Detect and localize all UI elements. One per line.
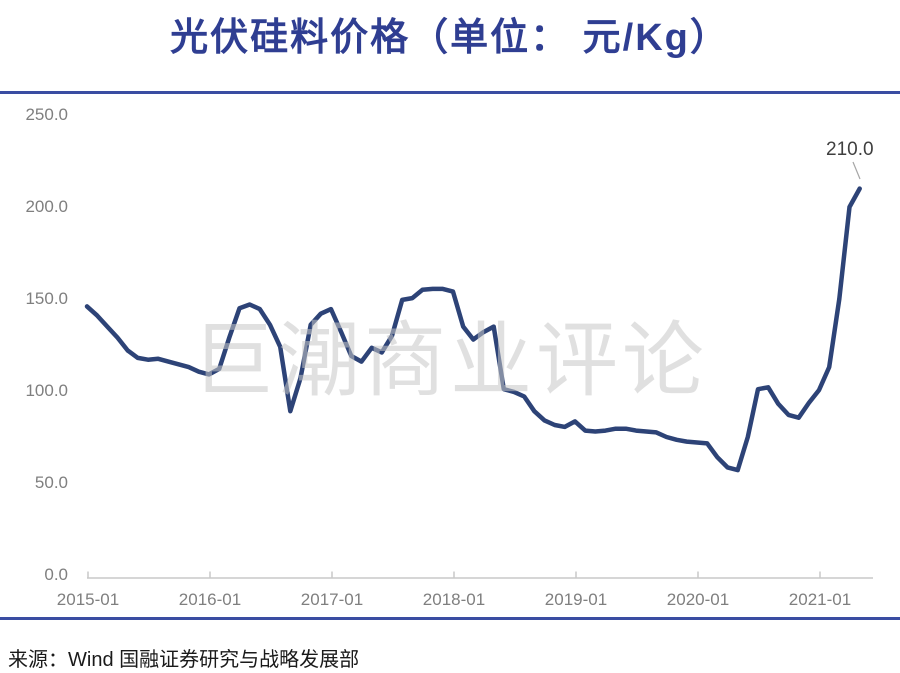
x-tick-label: 2016-01 <box>178 590 242 609</box>
y-tick-label: 150.0 <box>25 289 68 308</box>
x-tick-label: 2018-01 <box>422 590 486 609</box>
annotation-leader-line <box>852 161 861 180</box>
x-tick-label: 2019-01 <box>544 590 608 609</box>
source-caption: 来源：Wind 国融证券研究与战略发展部 <box>8 649 360 671</box>
y-tick-label: 0.0 <box>44 565 68 584</box>
y-tick-label: 50.0 <box>34 473 68 492</box>
x-tick-label: 2015-01 <box>56 590 120 609</box>
y-tick-label: 250.0 <box>25 105 68 124</box>
bottom-divider <box>0 617 900 620</box>
top-divider <box>0 91 900 94</box>
x-tick-label: 2021-01 <box>788 590 852 609</box>
y-tick-label: 200.0 <box>25 197 68 216</box>
last-value-annotation: 210.0 <box>826 139 874 160</box>
x-axis-ticks <box>87 571 821 578</box>
x-tick-label: 2020-01 <box>666 590 730 609</box>
chart-title: 光伏硅料价格（单位： 元/Kg） <box>170 17 730 59</box>
x-tick-label: 2017-01 <box>300 590 364 609</box>
y-tick-label: 100.0 <box>25 381 68 400</box>
price-line-series <box>84 186 862 473</box>
